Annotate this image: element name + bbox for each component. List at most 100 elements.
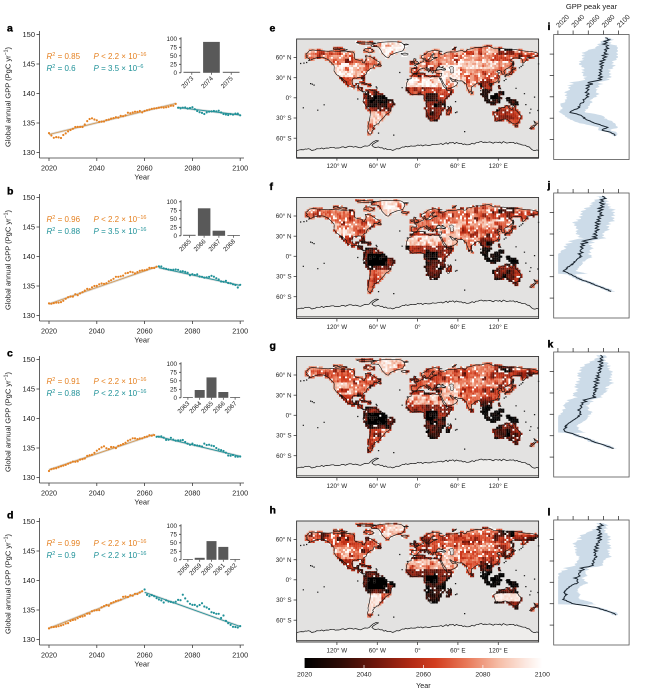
svg-text:60° S: 60° S <box>276 134 291 142</box>
svg-text:30° S: 30° S <box>276 596 291 604</box>
svg-text:120° E: 120° E <box>489 323 508 331</box>
svg-text:c: c <box>7 348 13 360</box>
svg-text:P < 2.2 × 10−16: P < 2.2 × 10−16 <box>94 551 147 560</box>
svg-text:l: l <box>548 507 551 519</box>
svg-text:Year: Year <box>134 336 150 345</box>
svg-text:30° N: 30° N <box>276 556 292 564</box>
svg-text:e: e <box>270 23 276 35</box>
svg-text:25: 25 <box>170 225 178 232</box>
svg-text:2100: 2100 <box>232 650 248 659</box>
svg-text:135: 135 <box>22 119 35 128</box>
svg-text:2060: 2060 <box>137 488 153 497</box>
svg-text:50: 50 <box>170 540 178 547</box>
svg-text:60° W: 60° W <box>369 647 386 655</box>
svg-text:140: 140 <box>22 252 35 261</box>
svg-text:75: 75 <box>170 370 178 377</box>
svg-text:f: f <box>270 181 274 193</box>
svg-text:60° N: 60° N <box>276 212 292 220</box>
svg-text:P < 2.2 × 10−16: P < 2.2 × 10−16 <box>94 215 147 224</box>
svg-text:30° N: 30° N <box>276 232 292 240</box>
svg-text:R2 = 0.85: R2 = 0.85 <box>47 52 81 61</box>
svg-text:2060: 2060 <box>137 163 153 172</box>
svg-text:150: 150 <box>22 517 35 526</box>
svg-text:0°: 0° <box>415 482 422 490</box>
svg-text:120° W: 120° W <box>327 482 348 490</box>
svg-text:75: 75 <box>170 208 178 215</box>
svg-text:120° E: 120° E <box>489 482 508 490</box>
svg-text:2100: 2100 <box>535 672 550 679</box>
svg-text:2020: 2020 <box>297 672 312 679</box>
svg-text:2040: 2040 <box>89 488 105 497</box>
svg-text:120° E: 120° E <box>489 647 508 655</box>
svg-text:0: 0 <box>173 233 177 240</box>
svg-text:P < 2.2 × 10−16: P < 2.2 × 10−16 <box>94 539 147 548</box>
svg-text:2020: 2020 <box>41 163 57 172</box>
svg-text:145: 145 <box>22 547 35 556</box>
svg-text:GPP peak year: GPP peak year <box>566 2 618 11</box>
svg-text:60° E: 60° E <box>450 323 465 331</box>
svg-text:140: 140 <box>22 576 35 585</box>
svg-text:R2 = 0.99: R2 = 0.99 <box>47 539 81 548</box>
svg-text:2060: 2060 <box>416 672 431 679</box>
svg-text:135: 135 <box>22 444 35 453</box>
svg-text:100: 100 <box>166 36 177 43</box>
svg-text:2080: 2080 <box>475 672 490 679</box>
svg-text:a: a <box>7 23 13 35</box>
svg-text:j: j <box>547 180 551 192</box>
svg-text:25: 25 <box>170 62 178 69</box>
svg-text:0°: 0° <box>286 412 293 420</box>
svg-text:60° N: 60° N <box>276 536 292 544</box>
svg-text:Year: Year <box>134 498 150 507</box>
svg-text:R2 = 0.88: R2 = 0.88 <box>47 389 81 398</box>
svg-text:100: 100 <box>166 523 177 530</box>
svg-text:2040: 2040 <box>89 650 105 659</box>
svg-text:h: h <box>270 505 276 517</box>
svg-text:Global annual GPP (PgC yr−1): Global annual GPP (PgC yr−1) <box>4 534 13 635</box>
svg-text:P = 3.5 × 10−6: P = 3.5 × 10−6 <box>94 64 144 73</box>
svg-text:0°: 0° <box>415 647 422 655</box>
svg-text:Global annual GPP (PgC yr−1): Global annual GPP (PgC yr−1) <box>4 47 13 148</box>
svg-text:0°: 0° <box>286 576 293 584</box>
svg-text:135: 135 <box>22 606 35 615</box>
svg-text:50: 50 <box>170 216 178 223</box>
svg-text:130: 130 <box>22 473 35 482</box>
svg-text:60° N: 60° N <box>276 371 292 379</box>
svg-text:2080: 2080 <box>184 650 200 659</box>
svg-text:130: 130 <box>22 311 35 320</box>
svg-text:100: 100 <box>166 361 177 368</box>
svg-text:2060: 2060 <box>137 326 153 335</box>
svg-text:i: i <box>548 21 551 33</box>
svg-text:150: 150 <box>22 193 35 202</box>
svg-text:0: 0 <box>173 70 177 77</box>
svg-text:P < 2.2 × 10−16: P < 2.2 × 10−16 <box>94 377 147 386</box>
svg-text:145: 145 <box>22 385 35 394</box>
svg-text:2080: 2080 <box>184 163 200 172</box>
svg-text:R2 = 0.9: R2 = 0.9 <box>47 551 77 560</box>
svg-text:0°: 0° <box>415 323 422 331</box>
svg-text:25: 25 <box>170 549 178 556</box>
svg-text:60° E: 60° E <box>450 162 465 170</box>
svg-text:Global annual GPP (PgC yr−1): Global annual GPP (PgC yr−1) <box>4 210 13 311</box>
svg-text:g: g <box>270 340 276 352</box>
svg-text:75: 75 <box>170 45 178 52</box>
svg-text:50: 50 <box>170 378 178 385</box>
svg-text:145: 145 <box>22 60 35 69</box>
svg-text:2060: 2060 <box>137 650 153 659</box>
svg-text:145: 145 <box>22 223 35 232</box>
svg-text:60° E: 60° E <box>450 482 465 490</box>
svg-text:P = 3.5 × 10−16: P = 3.5 × 10−16 <box>94 227 147 236</box>
svg-text:60° S: 60° S <box>276 616 291 624</box>
svg-text:2040: 2040 <box>89 326 105 335</box>
svg-text:R2 = 0.91: R2 = 0.91 <box>47 377 81 386</box>
svg-text:60° E: 60° E <box>450 647 465 655</box>
svg-text:2020: 2020 <box>41 650 57 659</box>
svg-text:0°: 0° <box>415 162 422 170</box>
svg-text:R2 = 0.6: R2 = 0.6 <box>47 64 77 73</box>
svg-text:k: k <box>548 339 554 351</box>
svg-text:60° W: 60° W <box>369 482 386 490</box>
svg-text:P < 2.2 × 10−16: P < 2.2 × 10−16 <box>94 389 147 398</box>
svg-text:30° S: 30° S <box>276 273 291 281</box>
svg-text:60° S: 60° S <box>276 293 291 301</box>
svg-text:Year: Year <box>416 681 431 690</box>
svg-text:2080: 2080 <box>184 488 200 497</box>
